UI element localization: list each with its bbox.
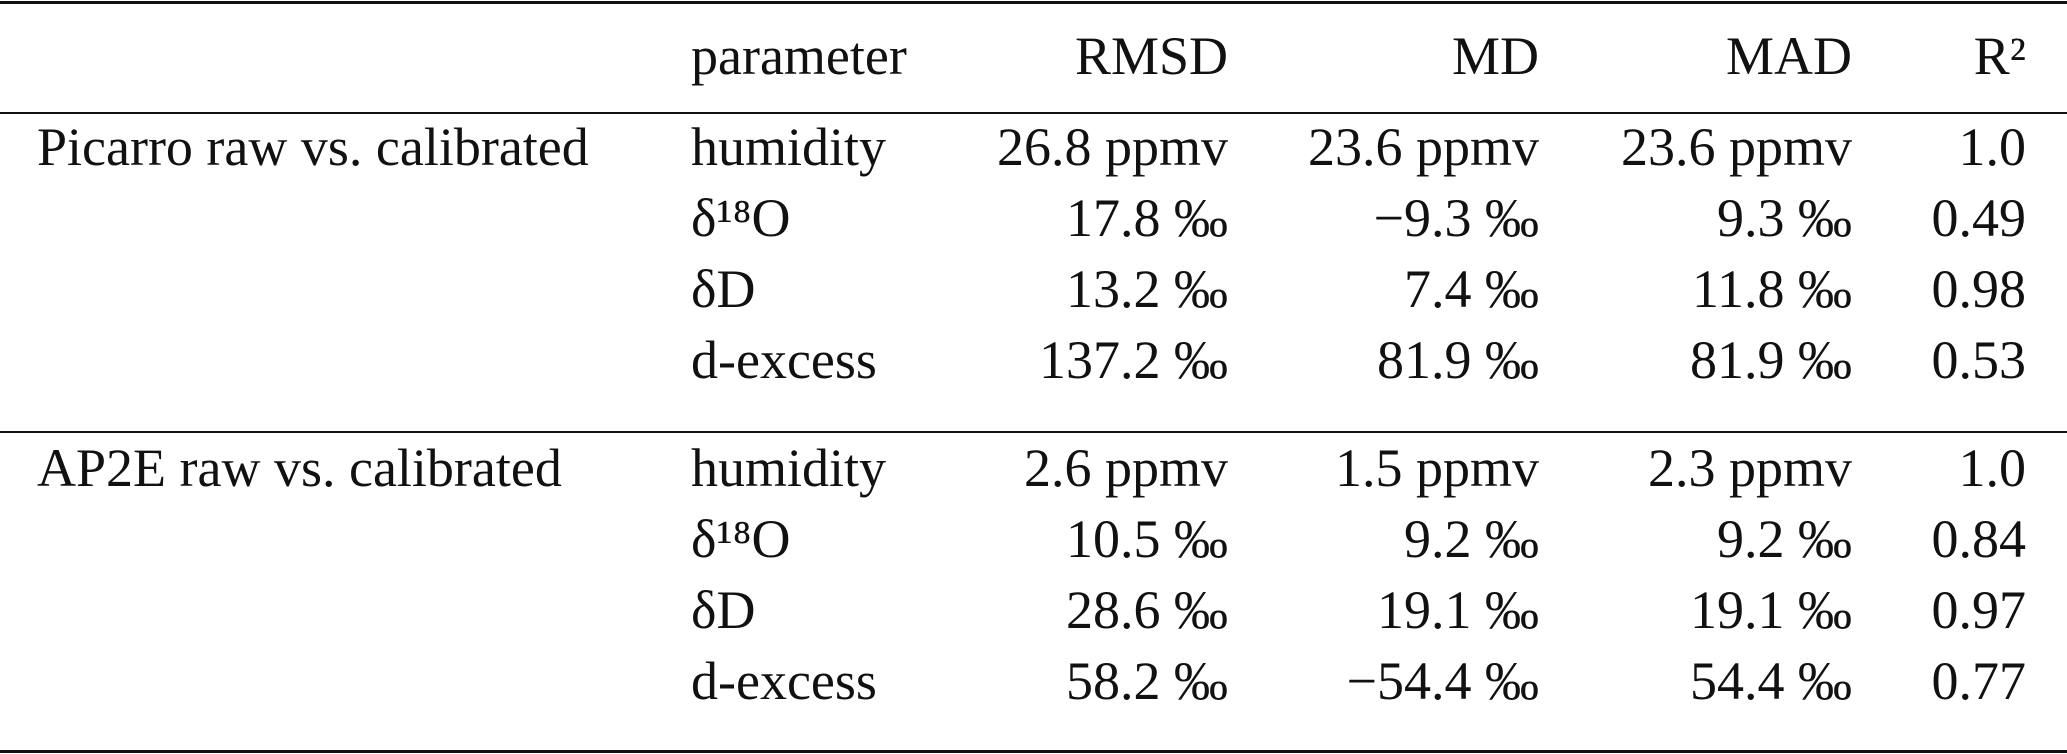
value-cell: 81.9 ‰ bbox=[1377, 330, 1539, 390]
value-cell: 9.3 ‰ bbox=[1717, 188, 1852, 248]
value-cell: 54.4 ‰ bbox=[1690, 651, 1852, 711]
value-cell: 19.1 ‰ bbox=[1377, 580, 1539, 640]
value-cell: 9.2 ‰ bbox=[1404, 509, 1539, 569]
header-cell: parameter bbox=[691, 26, 907, 86]
value-cell: 17.8 ‰ bbox=[1066, 188, 1228, 248]
value-cell: 23.6 ppmv bbox=[1307, 117, 1539, 177]
value-cell: 0.98 bbox=[1931, 259, 2027, 319]
parameter-cell: δD bbox=[691, 259, 756, 319]
value-cell: 0.77 bbox=[1931, 651, 2027, 711]
parameter-cell: δD bbox=[691, 580, 756, 640]
value-cell: 7.4 ‰ bbox=[1404, 259, 1539, 319]
parameter-cell: δ¹⁸O bbox=[691, 509, 791, 569]
value-cell: 23.6 ppmv bbox=[1620, 117, 1852, 177]
group-rule bbox=[0, 431, 2067, 433]
parameter-cell: δ¹⁸O bbox=[691, 188, 791, 248]
value-cell: 1.0 bbox=[1958, 438, 2027, 498]
parameter-cell: d-excess bbox=[691, 651, 877, 711]
value-cell: 1.5 ppmv bbox=[1334, 438, 1539, 498]
group-label: Picarro raw vs. calibrated bbox=[37, 117, 589, 177]
bottom-rule bbox=[0, 750, 2067, 753]
value-cell: 0.53 bbox=[1931, 330, 2027, 390]
value-cell: 81.9 ‰ bbox=[1690, 330, 1852, 390]
header-rule bbox=[0, 112, 2067, 114]
header-cell: MD bbox=[1451, 26, 1539, 86]
value-cell: −9.3 ‰ bbox=[1373, 188, 1539, 248]
value-cell: 28.6 ‰ bbox=[1066, 580, 1228, 640]
value-cell: 26.8 ppmv bbox=[996, 117, 1228, 177]
parameter-cell: humidity bbox=[691, 438, 887, 498]
value-cell: 19.1 ‰ bbox=[1690, 580, 1852, 640]
header-cell: R² bbox=[1973, 26, 2026, 86]
value-cell: 58.2 ‰ bbox=[1066, 651, 1228, 711]
value-cell: 13.2 ‰ bbox=[1066, 259, 1228, 319]
value-cell: 137.2 ‰ bbox=[1039, 330, 1228, 390]
group-label: AP2E raw vs. calibrated bbox=[37, 438, 562, 498]
value-cell: 10.5 ‰ bbox=[1066, 509, 1228, 569]
value-cell: 2.6 ppmv bbox=[1023, 438, 1228, 498]
value-cell: 2.3 ppmv bbox=[1647, 438, 1852, 498]
header-cell: RMSD bbox=[1074, 26, 1228, 86]
value-cell: 0.97 bbox=[1931, 580, 2027, 640]
value-cell: −54.4 ‰ bbox=[1346, 651, 1539, 711]
parameter-cell: d-excess bbox=[691, 330, 877, 390]
value-cell: 0.49 bbox=[1931, 188, 2027, 248]
value-cell: 0.84 bbox=[1931, 509, 2027, 569]
header-cell: MAD bbox=[1725, 26, 1852, 86]
value-cell: 9.2 ‰ bbox=[1717, 509, 1852, 569]
top-rule bbox=[0, 1, 2067, 4]
value-cell: 11.8 ‰ bbox=[1692, 259, 1852, 319]
value-cell: 1.0 bbox=[1958, 117, 2027, 177]
parameter-cell: humidity bbox=[691, 117, 887, 177]
